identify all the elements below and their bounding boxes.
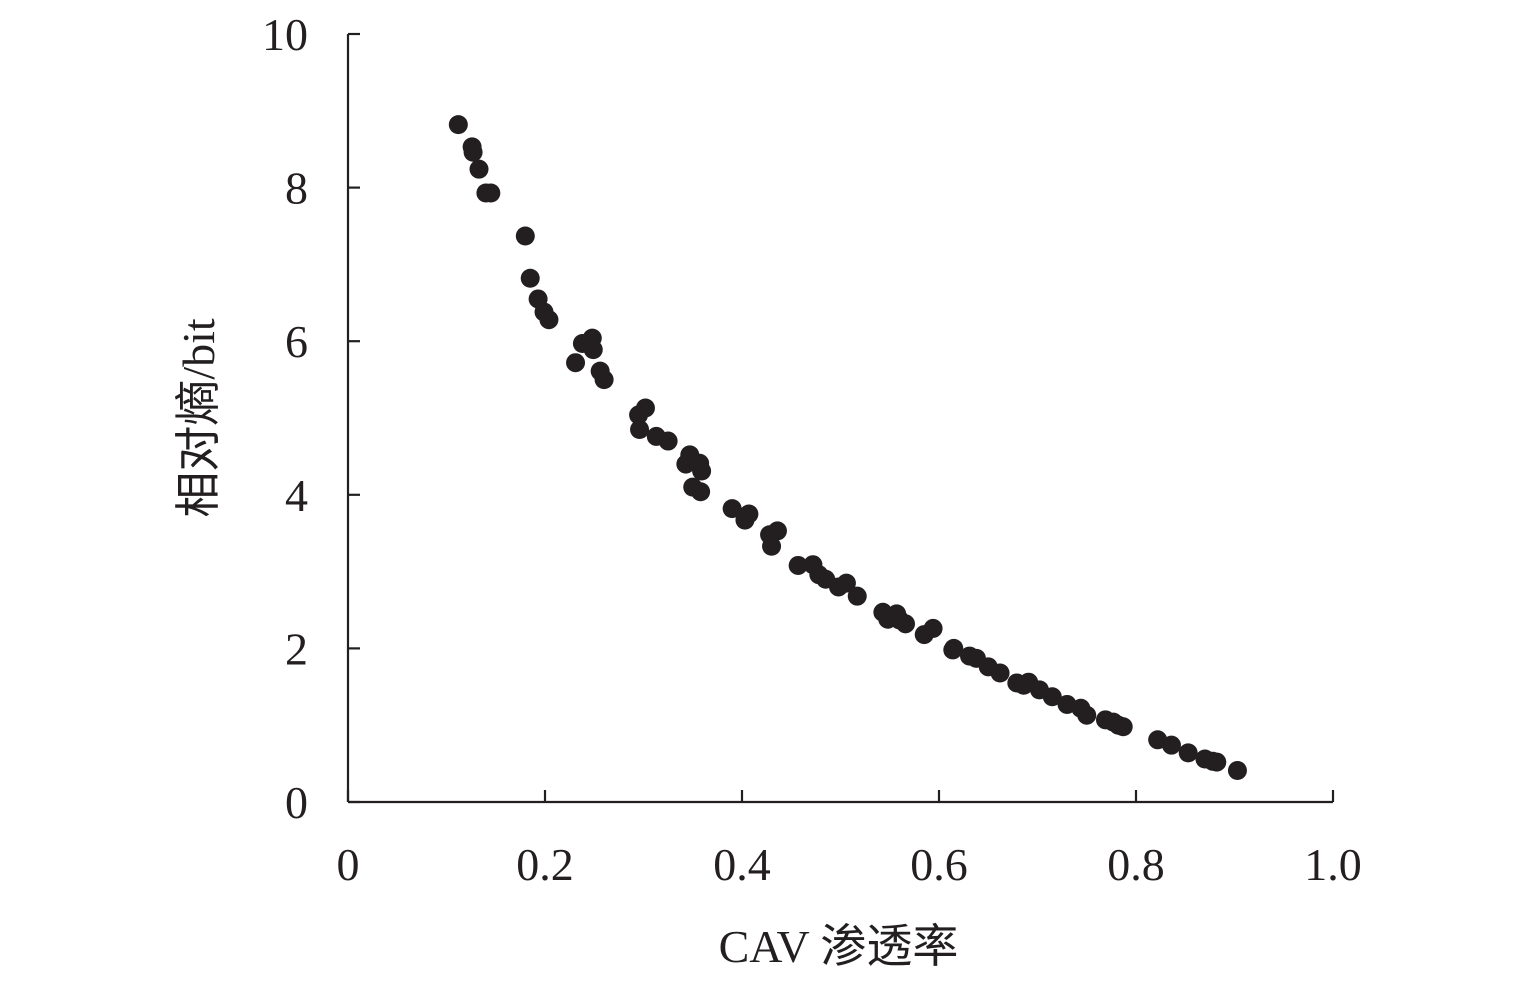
data-point — [1178, 743, 1198, 763]
data-point — [469, 159, 489, 179]
x-axis-title: CAV 渗透率 — [719, 921, 959, 972]
x-tick-label: 0.8 — [1107, 839, 1165, 890]
y-tick-label: 10 — [262, 9, 308, 60]
y-ticks: 0 2 4 6 8 10 — [262, 9, 360, 828]
data-point — [658, 431, 678, 451]
x-tick-label: 0.6 — [910, 839, 968, 890]
y-tick-label: 0 — [285, 777, 308, 828]
x-ticks: 0 0.2 0.4 0.6 0.8 1.0 — [337, 790, 1362, 890]
data-point — [463, 142, 483, 162]
data-point — [566, 353, 586, 373]
data-point — [896, 614, 916, 634]
data-point — [1161, 735, 1181, 755]
data-point — [1227, 761, 1247, 781]
axes — [346, 34, 1333, 804]
data-point — [539, 310, 559, 330]
x-tick-label: 1.0 — [1304, 839, 1362, 890]
data-point — [788, 555, 808, 575]
data-points — [448, 115, 1247, 781]
data-point — [767, 521, 787, 541]
data-point — [1077, 705, 1097, 725]
data-point — [691, 482, 711, 502]
x-tick-label: 0.4 — [713, 839, 771, 890]
data-point — [990, 663, 1010, 683]
y-tick-label: 8 — [285, 163, 308, 214]
x-tick-label: 0.2 — [516, 839, 574, 890]
data-point — [583, 340, 603, 360]
data-point — [448, 115, 468, 135]
data-point — [515, 226, 535, 246]
data-point — [520, 268, 540, 288]
data-point — [836, 573, 856, 593]
data-point — [1042, 687, 1062, 707]
data-point — [635, 398, 655, 418]
data-point — [1113, 717, 1133, 737]
data-point — [630, 420, 650, 440]
y-tick-label: 2 — [285, 623, 308, 674]
data-point — [692, 461, 712, 481]
y-tick-label: 6 — [285, 316, 308, 367]
x-tick-label: 0 — [337, 839, 360, 890]
y-axis-title: 相对熵/bit — [173, 318, 224, 518]
data-point — [722, 499, 742, 519]
data-point — [847, 586, 867, 606]
y-tick-label: 4 — [285, 470, 308, 521]
data-point — [739, 504, 759, 524]
data-point — [1207, 752, 1227, 772]
data-point — [481, 183, 501, 203]
data-point — [923, 618, 943, 638]
data-point — [594, 370, 614, 390]
data-point — [944, 638, 964, 658]
data-point — [762, 536, 782, 556]
